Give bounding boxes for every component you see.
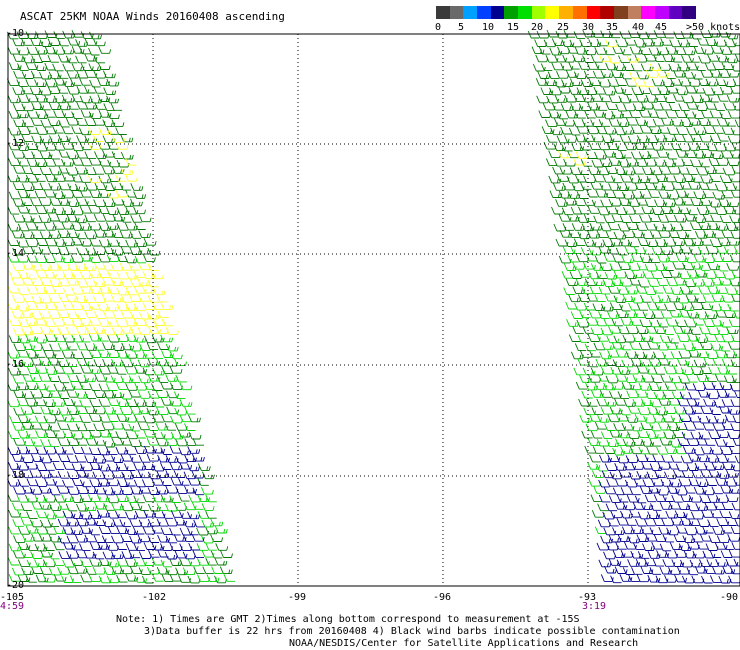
legend-swatch xyxy=(572,6,587,19)
wind-barbs-light-green xyxy=(7,253,235,584)
map-grid xyxy=(7,33,740,587)
swath-left xyxy=(6,30,235,584)
latitude-label: -10 xyxy=(6,28,24,39)
wind-barbs-light-green xyxy=(561,246,740,535)
legend-label: 45 xyxy=(654,22,668,33)
legend-swatch xyxy=(559,6,574,19)
swath-time-label: 3:19 xyxy=(582,601,606,612)
legend-swatch xyxy=(613,6,629,19)
legend-swatch xyxy=(654,6,670,19)
longitude-label: -99 xyxy=(288,592,306,603)
latitude-label: -16 xyxy=(6,359,24,370)
legend-label: >50 knots xyxy=(686,22,740,33)
wind-barbs-yellow xyxy=(7,127,179,336)
legend-label: 30 xyxy=(581,22,595,33)
longitude-label: -105 xyxy=(0,592,24,603)
swath-right xyxy=(527,29,740,584)
legend-label: 15 xyxy=(506,22,520,33)
legend-swatch xyxy=(490,6,505,19)
legend-swatch xyxy=(531,6,546,19)
legend-swatch xyxy=(449,6,464,19)
latitude-label: -14 xyxy=(6,248,24,259)
longitude-label: -96 xyxy=(433,592,451,603)
wind-barbs-navy xyxy=(7,445,205,560)
legend-swatch xyxy=(436,6,451,19)
wind-barbs-yellow xyxy=(558,39,670,166)
latitude-label: -20 xyxy=(6,580,24,591)
wind-speed-legend: 0 5 10 15 20 25 30 35 40 45 >50 knots xyxy=(434,6,740,34)
note-line-1: Note: 1) Times are GMT 2)Times along bot… xyxy=(116,614,580,625)
legend-swatch xyxy=(586,6,601,19)
wind-barbs-dark-green xyxy=(6,30,233,584)
legend-swatch xyxy=(641,6,656,19)
wind-barbs-navy xyxy=(596,382,740,584)
map-title: ASCAT 25KM NOAA Winds 20160408 ascending xyxy=(20,10,285,23)
legend-swatch xyxy=(477,6,492,19)
legend-swatch xyxy=(518,6,533,19)
map-frame xyxy=(7,33,740,587)
legend-swatch xyxy=(627,6,642,19)
longitude-label: -93 xyxy=(578,592,596,603)
legend-swatch xyxy=(668,6,683,19)
latitude-label: -12 xyxy=(6,138,24,149)
latitude-label: -18 xyxy=(6,470,24,481)
legend-swatch xyxy=(682,6,697,19)
legend-label: 20 xyxy=(530,22,544,33)
legend-label: 10 xyxy=(481,22,495,33)
note-line-2: 3)Data buffer is 22 hrs from 20160408 4)… xyxy=(144,626,680,637)
legend-label: 40 xyxy=(631,22,645,33)
axis-labels: -10 -12 -14 -16 -18 -20-105 -102 -99 -96 -93 -90 4:… xyxy=(0,28,738,612)
legend-label: 25 xyxy=(556,22,570,33)
longitude-label: -90 xyxy=(720,592,738,603)
note-line-3: NOAA/NESDIS/Center for Satellite Applica… xyxy=(289,638,639,649)
legend-swatch xyxy=(545,6,560,19)
legend-label: 5 xyxy=(457,22,465,33)
longitude-label: -102 xyxy=(142,592,166,603)
legend-swatch xyxy=(600,6,615,19)
legend-label: 35 xyxy=(605,22,619,33)
legend-swatch xyxy=(504,6,519,19)
legend-swatch xyxy=(463,6,478,19)
swath-time-label: 4:59 xyxy=(0,601,24,612)
legend-label: 0 xyxy=(434,22,442,33)
